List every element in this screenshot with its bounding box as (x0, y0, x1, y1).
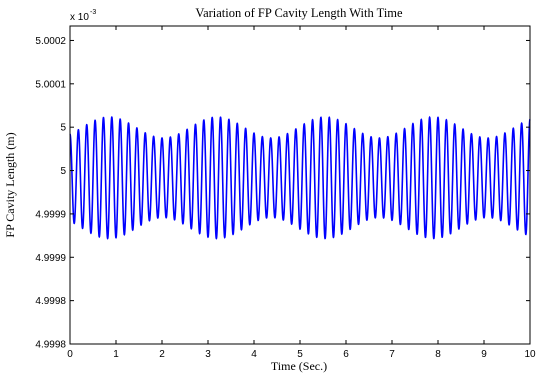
chart-title: Variation of FP Cavity Length With Time (195, 6, 403, 20)
x-tick-label: 9 (481, 349, 487, 360)
y-tick-label: 5.0002 (35, 36, 66, 47)
x-tick-label: 8 (435, 349, 441, 360)
y-tick-label: 5 (60, 123, 66, 134)
x-tick-label: 6 (343, 349, 349, 360)
y-axis-label: FP Cavity Length (m) (3, 132, 17, 237)
x-tick-label: 2 (159, 349, 165, 360)
y-exponent-base: x 10 (70, 12, 89, 23)
y-tick-label: 5.0001 (35, 79, 66, 90)
x-tick-label: 1 (113, 349, 119, 360)
y-tick-label: 5 (60, 166, 66, 177)
y-tick-label: 4.9998 (35, 340, 66, 351)
x-tick-label: 10 (524, 349, 536, 360)
series-line-0 (69, 115, 531, 240)
x-tick-label: 0 (67, 349, 73, 360)
y-exponent: x 10 -3 (70, 9, 96, 23)
x-tick-label: 7 (389, 349, 395, 360)
x-tick-label: 3 (205, 349, 211, 360)
y-tick-label: 4.9998 (35, 296, 66, 307)
y-tick-label: 4.9999 (35, 209, 66, 220)
y-tick-label: 4.9999 (35, 253, 66, 264)
plot-area (69, 115, 531, 240)
y-exponent-power: -3 (90, 9, 96, 16)
x-tick-label: 5 (297, 349, 303, 360)
axis-ticks: 0 1 2 3 4 5 6 7 8 9 10 4.9998 4.9998 4.9999 4.9999 5 5 5.… (35, 26, 536, 360)
x-tick-label: 4 (251, 349, 257, 360)
x-axis-label: Time (Sec.) (271, 359, 327, 373)
